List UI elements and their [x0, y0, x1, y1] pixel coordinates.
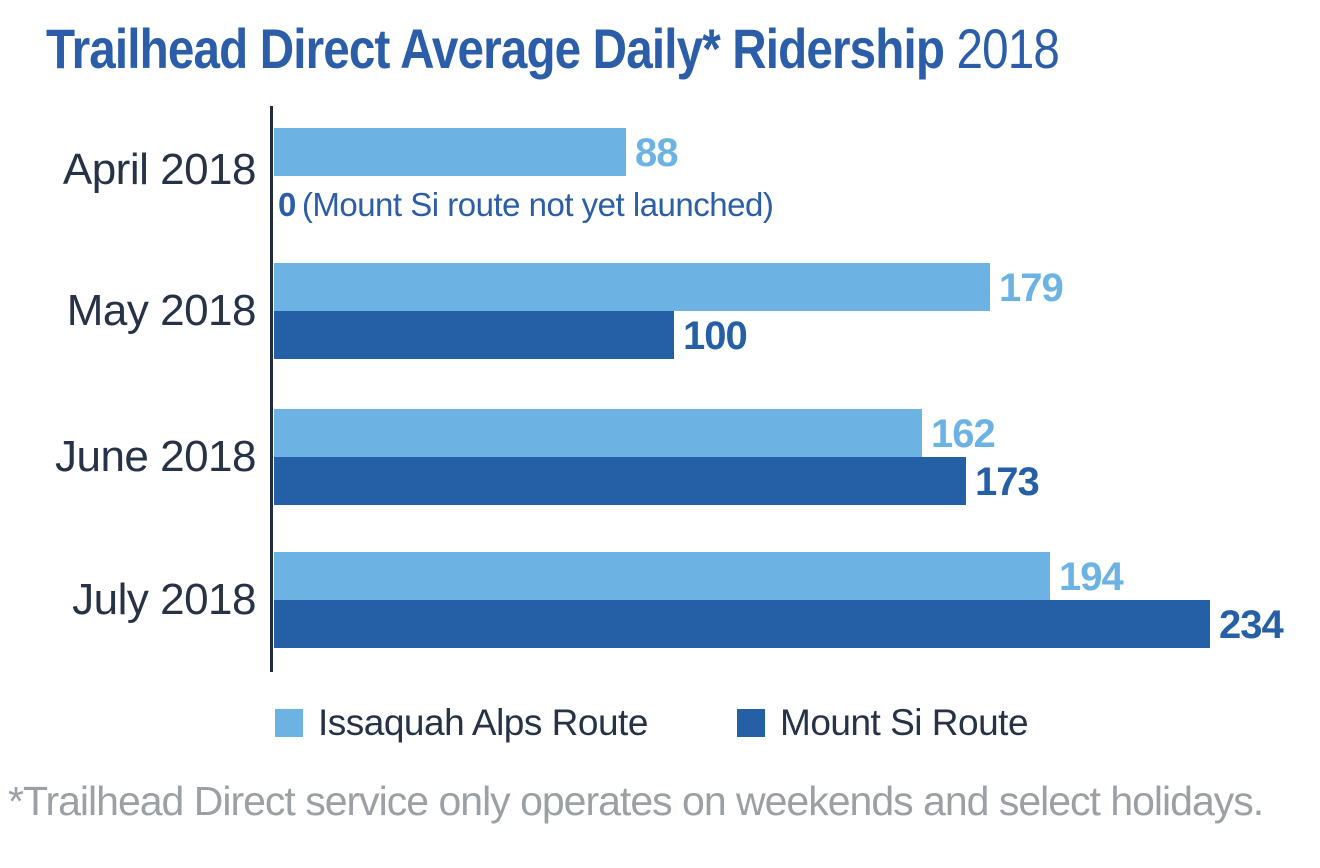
value-label-june-issaquah: 162 [931, 412, 996, 456]
bar-june-issaquah [274, 409, 922, 457]
value-label-july-issaquah: 194 [1059, 555, 1124, 599]
legend-item-mount-si: Mount Si Route [737, 702, 1029, 744]
value-label-july-mount-si: 234 [1219, 603, 1284, 647]
chart-title-year: 2018 [956, 17, 1059, 80]
bar-group-july-mount-si: 234 [274, 600, 1284, 648]
chart-title-main: Trailhead Direct Average Daily* Ridershi… [46, 17, 945, 80]
bar-june-mount-si [274, 457, 966, 505]
value-label-may-issaquah: 179 [999, 266, 1064, 310]
bar-july-mount-si [274, 600, 1210, 648]
bar-may-issaquah [274, 263, 990, 311]
april-mount-si-note-text: (Mount Si route not yet launched) [301, 186, 774, 223]
bar-group-may-issaquah: 179 [274, 263, 1064, 311]
bar-group-june-issaquah: 162 [274, 409, 996, 457]
legend-swatch-mount-si [737, 709, 765, 737]
category-label-june: June 2018 [54, 432, 257, 481]
bar-group-may-mount-si: 100 [274, 311, 748, 359]
legend-label-issaquah: Issaquah Alps Route [318, 702, 648, 743]
value-label-may-mount-si: 100 [683, 314, 748, 358]
value-label-april-issaquah: 88 [635, 131, 678, 175]
bar-may-mount-si [274, 311, 674, 359]
bar-july-issaquah [274, 552, 1050, 600]
april-mount-si-zero-value: 0 [278, 186, 296, 223]
legend-label-mount-si: Mount Si Route [780, 702, 1029, 743]
legend-item-issaquah: Issaquah Alps Route [275, 702, 648, 744]
footnote: *Trailhead Direct service only operates … [8, 778, 1264, 824]
category-label-april: April 2018 [62, 145, 257, 194]
category-label-may: May 2018 [66, 286, 257, 335]
bar-april-issaquah [274, 128, 626, 176]
chart-title: Trailhead Direct Average Daily* Ridershi… [46, 17, 1060, 80]
bar-group-july-issaquah: 194 [274, 552, 1124, 600]
category-label-july: July 2018 [72, 575, 256, 624]
bar-group-june-mount-si: 173 [274, 457, 1040, 505]
y-axis-line [270, 106, 273, 672]
april-mount-si-note: 0 (Mount Si route not yet launched) [278, 186, 774, 224]
legend-swatch-issaquah [275, 709, 303, 737]
value-label-june-mount-si: 173 [975, 460, 1040, 504]
bar-group-april-issaquah: 88 [274, 128, 678, 176]
